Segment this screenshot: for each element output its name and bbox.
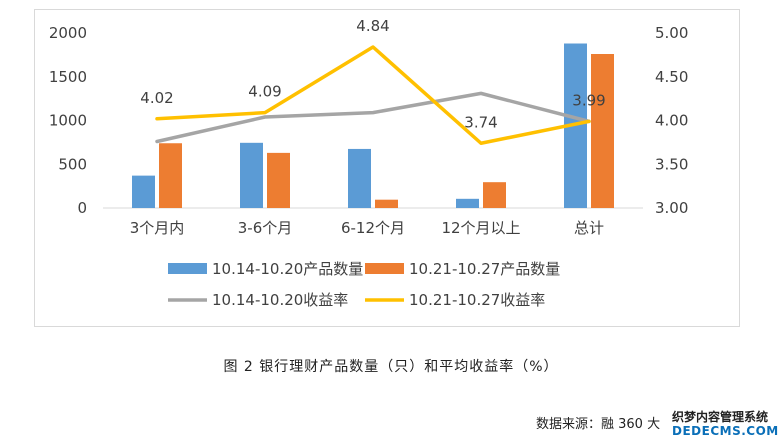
bar [483,182,506,208]
bar [456,198,479,208]
x-tick-label: 12个月以上 [441,219,520,237]
watermark-logo: 织梦内容管理系统 DEDECMS.COM [672,410,780,440]
bar [132,175,155,208]
series-line [155,45,591,145]
legend-label: 10.21-10.27产品数量 [409,260,560,278]
watermark-text: 织梦内容管理系统 [672,410,769,424]
x-tick-label: 6-12个月 [341,219,405,237]
data-label: 3.74 [464,113,497,131]
y-left-tick-label: 2000 [49,24,87,42]
data-label: 4.02 [140,89,173,107]
data-label: 3.99 [572,91,605,109]
x-tick-label: 总计 [574,219,604,237]
bar [267,152,290,208]
y-right-tick-label: 4.50 [655,68,688,86]
series-line [155,91,591,144]
x-tick-label: 3个月内 [130,219,185,237]
y-right-tick-label: 5.00 [655,24,688,42]
x-tick-label: 3-6个月 [238,219,293,237]
legend-label: 10.14-10.20产品数量 [212,260,363,278]
y-left-tick-label: 1500 [49,68,87,86]
y-right-tick-label: 3.50 [655,155,688,173]
watermark-url: DEDECMS.COM [672,424,779,438]
data-label: 4.09 [248,83,281,101]
y-left-tick-label: 500 [58,155,87,173]
bar [159,143,182,208]
bar [375,199,398,208]
legend-swatch [168,263,207,274]
bar [240,142,263,208]
y-left-tick-label: 1000 [49,112,87,130]
legend-label: 10.14-10.20收益率 [212,291,348,309]
data-label: 4.84 [356,17,389,35]
y-left-tick-label: 0 [77,199,87,217]
figure-caption: 图 2 银行理财产品数量（只）和平均收益率（%） [223,359,559,375]
bar [348,148,371,208]
legend-swatch [365,263,404,274]
y-right-tick-label: 4.00 [655,112,688,130]
y-right-tick-label: 3.00 [655,199,688,217]
chart-frame: 0 500 1000 1500 2000 3.00 3.50 4.00 4.50 5.00 3个月内… [34,9,740,327]
bar [591,54,614,208]
legend-label: 10.21-10.27收益率 [409,291,545,309]
data-source-text: 数据来源：融 360 大 [536,417,661,432]
combo-chart: 0 500 1000 1500 2000 3.00 3.50 4.00 4.50 5.00 3个月内… [49,17,689,309]
